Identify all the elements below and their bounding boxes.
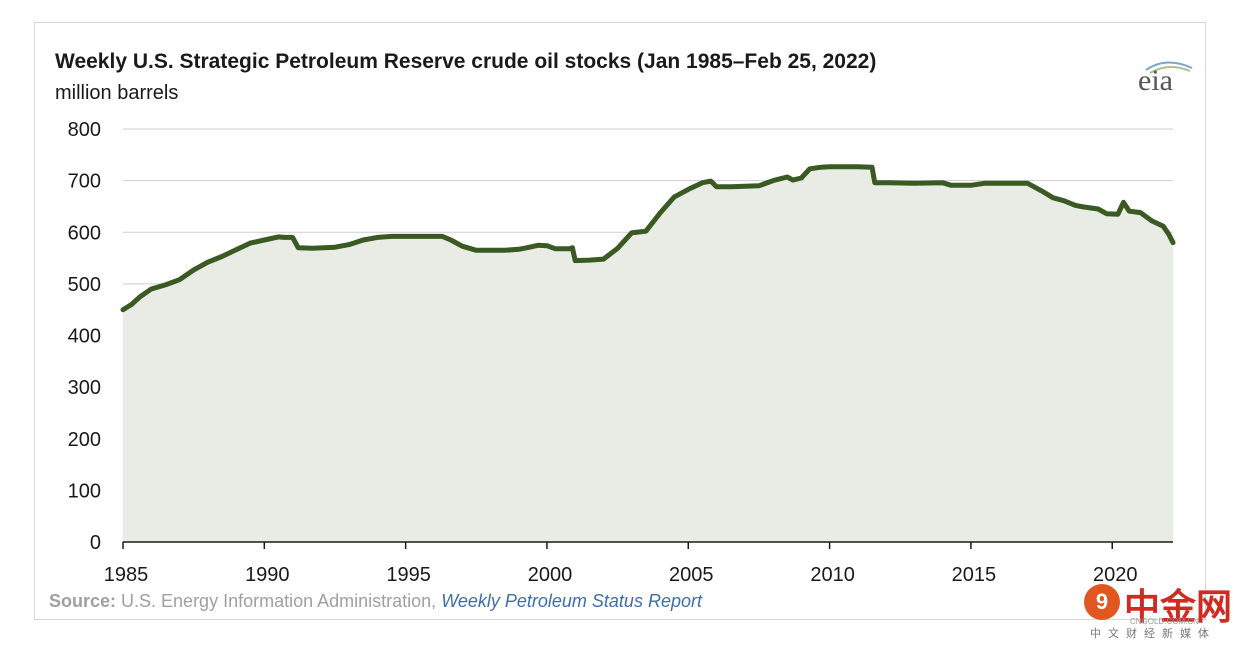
x-ticks: [122, 542, 1113, 549]
eia-logo: eia: [1136, 58, 1196, 98]
y-tick-label-300: 300: [68, 377, 101, 399]
x-tick-label-1995: 1995: [386, 564, 431, 586]
source-label: Source:: [49, 591, 117, 611]
x-tick-label-2000: 2000: [528, 564, 573, 586]
cngold-brand: 中金网: [1124, 587, 1233, 627]
x-tick-label-2005: 2005: [669, 564, 714, 586]
chart-title: Weekly U.S. Strategic Petroleum Reserve …: [55, 50, 877, 73]
eia-logo-swoosh-icon: [1145, 61, 1193, 74]
y-tick-label-400: 400: [68, 326, 101, 348]
cngold-watermark: 9 中金网 CNGOLD.COM.CN 中文财经新媒体: [1084, 578, 1234, 640]
y-tick-label-500: 500: [68, 274, 101, 296]
y-tick-label-700: 700: [68, 171, 101, 193]
y-tick-label-100: 100: [68, 480, 101, 502]
y-axis-units: million barrels: [55, 82, 179, 104]
cngold-url: CNGOLD.COM.CN: [1130, 617, 1199, 626]
stocks-line-series: [120, 164, 1176, 313]
stocks-area-fill: [123, 166, 1173, 542]
source-text: U.S. Energy Information Administration,: [116, 591, 442, 611]
x-tick-label-2010: 2010: [810, 564, 855, 586]
x-tick-label-2020: 2020: [1093, 564, 1138, 586]
x-tick-label-1990: 1990: [245, 564, 290, 586]
x-tick-label-1985: 1985: [104, 564, 149, 586]
cngold-tagline: 中文财经新媒体: [1090, 628, 1216, 640]
y-tick-label-200: 200: [68, 429, 101, 451]
cngold-badge-icon: 9: [1084, 584, 1120, 620]
x-tick-label-2015: 2015: [952, 564, 997, 586]
source-note: Source: U.S. Energy Information Administ…: [49, 591, 702, 612]
eia-logo-text: eia: [1138, 64, 1173, 97]
y-tick-label-800: 800: [68, 119, 101, 141]
source-report-link[interactable]: Weekly Petroleum Status Report: [441, 591, 702, 611]
y-tick-label-0: 0: [90, 532, 101, 554]
y-tick-labels: 0 100 200 300 400 500 600 700 800: [68, 119, 101, 554]
y-tick-label-600: 600: [68, 222, 101, 244]
x-tick-labels: 1985 1990 1995 2000 2005 2010 2015 2020: [104, 564, 1138, 586]
